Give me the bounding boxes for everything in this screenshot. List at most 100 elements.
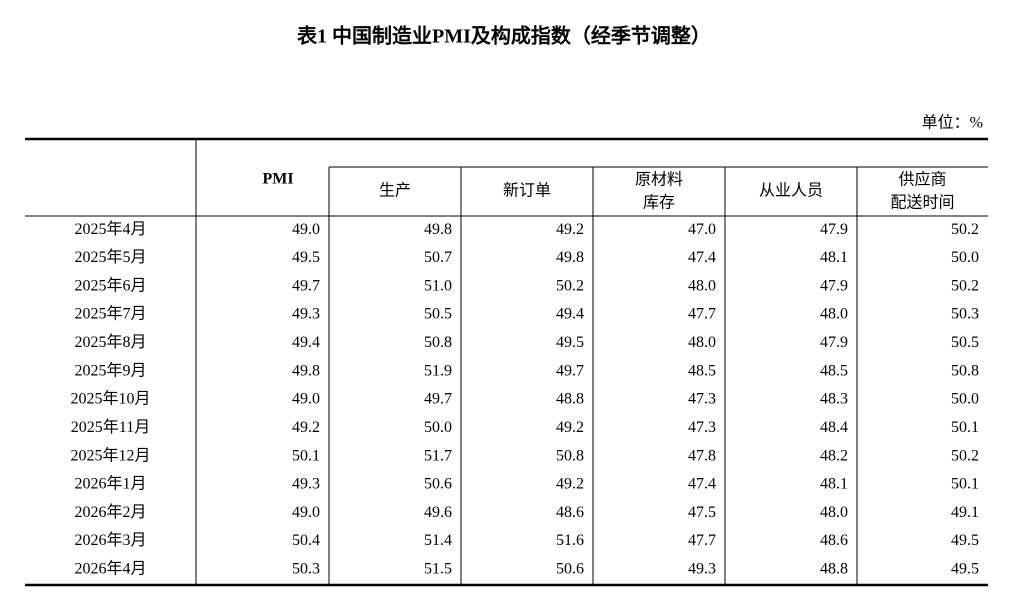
value-cell: 48.1 bbox=[820, 476, 848, 493]
value-cell: 48.2 bbox=[820, 447, 848, 464]
value-cell: 47.4 bbox=[688, 249, 716, 266]
header-cell: 库存 bbox=[643, 194, 675, 212]
header-cell: 从业人员 bbox=[759, 182, 823, 200]
value-cell: 49.5 bbox=[556, 334, 584, 351]
value-cell: 50.2 bbox=[951, 221, 979, 238]
value-cell: 47.9 bbox=[820, 334, 848, 351]
value-cell: 49.0 bbox=[292, 221, 320, 238]
header-cell: 供应商 bbox=[898, 170, 946, 189]
header-cell: PMI bbox=[262, 171, 293, 188]
value-cell: 49.2 bbox=[556, 476, 584, 493]
value-cell: 47.4 bbox=[688, 476, 716, 493]
value-cell: 50.7 bbox=[424, 249, 452, 266]
row-label: 2026年1月 bbox=[74, 475, 146, 493]
row-label: 2025年7月 bbox=[74, 305, 146, 323]
value-cell: 50.3 bbox=[951, 306, 979, 323]
value-cell: 49.5 bbox=[951, 532, 979, 549]
value-cell: 48.4 bbox=[820, 419, 848, 436]
value-cell: 48.5 bbox=[688, 362, 716, 379]
value-cell: 49.3 bbox=[688, 561, 716, 578]
value-cell: 47.9 bbox=[820, 277, 848, 294]
value-cell: 47.7 bbox=[688, 532, 716, 549]
value-cell: 49.5 bbox=[951, 561, 979, 578]
value-cell: 49.7 bbox=[556, 362, 584, 379]
value-cell: 49.8 bbox=[292, 362, 320, 379]
value-cell: 47.3 bbox=[688, 391, 716, 408]
row-label: 2025年8月 bbox=[74, 333, 146, 351]
value-cell: 48.8 bbox=[556, 391, 584, 408]
value-cell: 49.7 bbox=[424, 391, 452, 408]
value-cell: 51.0 bbox=[424, 277, 452, 294]
row-label: 2025年6月 bbox=[74, 276, 146, 294]
value-cell: 50.6 bbox=[424, 476, 452, 493]
value-cell: 50.2 bbox=[556, 277, 584, 294]
value-cell: 50.0 bbox=[951, 249, 979, 266]
title: 表1 中国制造业PMI及构成指数（经季节调整） bbox=[297, 24, 711, 48]
value-cell: 51.6 bbox=[556, 532, 584, 549]
value-cell: 50.2 bbox=[951, 447, 979, 464]
value-cell: 47.0 bbox=[688, 221, 716, 238]
value-cell: 50.0 bbox=[424, 419, 452, 436]
value-cell: 49.3 bbox=[292, 306, 320, 323]
header-cell: 新订单 bbox=[503, 182, 551, 200]
value-cell: 48.3 bbox=[820, 391, 848, 408]
header-cell: 原材料 bbox=[635, 171, 683, 189]
value-cell: 51.4 bbox=[424, 532, 452, 549]
value-cell: 47.7 bbox=[688, 306, 716, 323]
value-cell: 49.8 bbox=[556, 249, 584, 266]
value-cell: 49.6 bbox=[424, 504, 452, 521]
value-cell: 48.0 bbox=[820, 306, 848, 323]
value-cell: 47.5 bbox=[688, 504, 716, 521]
row-label: 2025年4月 bbox=[74, 220, 146, 238]
row-label: 2025年10月 bbox=[70, 390, 150, 408]
unit: 单位：% bbox=[922, 114, 983, 132]
value-cell: 48.6 bbox=[556, 504, 584, 521]
value-cell: 50.5 bbox=[424, 306, 452, 323]
value-cell: 50.1 bbox=[951, 419, 979, 436]
value-cell: 50.4 bbox=[292, 532, 320, 549]
row-label: 2025年9月 bbox=[74, 361, 146, 379]
value-cell: 48.0 bbox=[688, 277, 716, 294]
value-cell: 49.0 bbox=[292, 504, 320, 521]
value-cell: 49.7 bbox=[292, 277, 320, 294]
value-cell: 50.8 bbox=[556, 447, 584, 464]
value-cell: 49.3 bbox=[292, 476, 320, 493]
value-cell: 48.1 bbox=[820, 249, 848, 266]
value-cell: 51.7 bbox=[424, 447, 452, 464]
value-cell: 49.1 bbox=[951, 504, 979, 521]
value-cell: 50.3 bbox=[292, 561, 320, 578]
header-cell: 配送时间 bbox=[890, 194, 954, 212]
row-label: 2026年2月 bbox=[74, 503, 146, 521]
value-cell: 49.2 bbox=[292, 419, 320, 436]
value-cell: 50.1 bbox=[951, 476, 979, 493]
value-cell: 50.6 bbox=[556, 561, 584, 578]
header-cell: 生产 bbox=[379, 182, 411, 200]
value-cell: 48.5 bbox=[820, 362, 848, 379]
value-cell: 49.0 bbox=[292, 391, 320, 408]
value-cell: 51.9 bbox=[424, 362, 452, 379]
value-cell: 50.5 bbox=[951, 334, 979, 351]
value-cell: 49.8 bbox=[424, 221, 452, 238]
value-cell: 50.0 bbox=[951, 391, 979, 408]
value-cell: 51.5 bbox=[424, 561, 452, 578]
value-cell: 48.0 bbox=[820, 504, 848, 521]
value-cell: 49.4 bbox=[292, 334, 320, 351]
value-cell: 49.5 bbox=[292, 249, 320, 266]
row-label: 2026年3月 bbox=[74, 531, 146, 549]
value-cell: 50.8 bbox=[424, 334, 452, 351]
value-cell: 50.2 bbox=[951, 277, 979, 294]
row-label: 2025年12月 bbox=[70, 446, 150, 464]
value-cell: 49.2 bbox=[556, 221, 584, 238]
row-label: 2025年5月 bbox=[74, 248, 146, 266]
value-cell: 49.2 bbox=[556, 419, 584, 436]
value-cell: 47.8 bbox=[688, 447, 716, 464]
value-cell: 48.6 bbox=[820, 532, 848, 549]
row-label: 2025年11月 bbox=[71, 418, 150, 436]
value-cell: 48.8 bbox=[820, 561, 848, 578]
value-cell: 47.3 bbox=[688, 419, 716, 436]
value-cell: 49.4 bbox=[556, 306, 584, 323]
value-cell: 50.8 bbox=[951, 362, 979, 379]
value-cell: 50.1 bbox=[292, 447, 320, 464]
row-label: 2026年4月 bbox=[74, 560, 146, 578]
